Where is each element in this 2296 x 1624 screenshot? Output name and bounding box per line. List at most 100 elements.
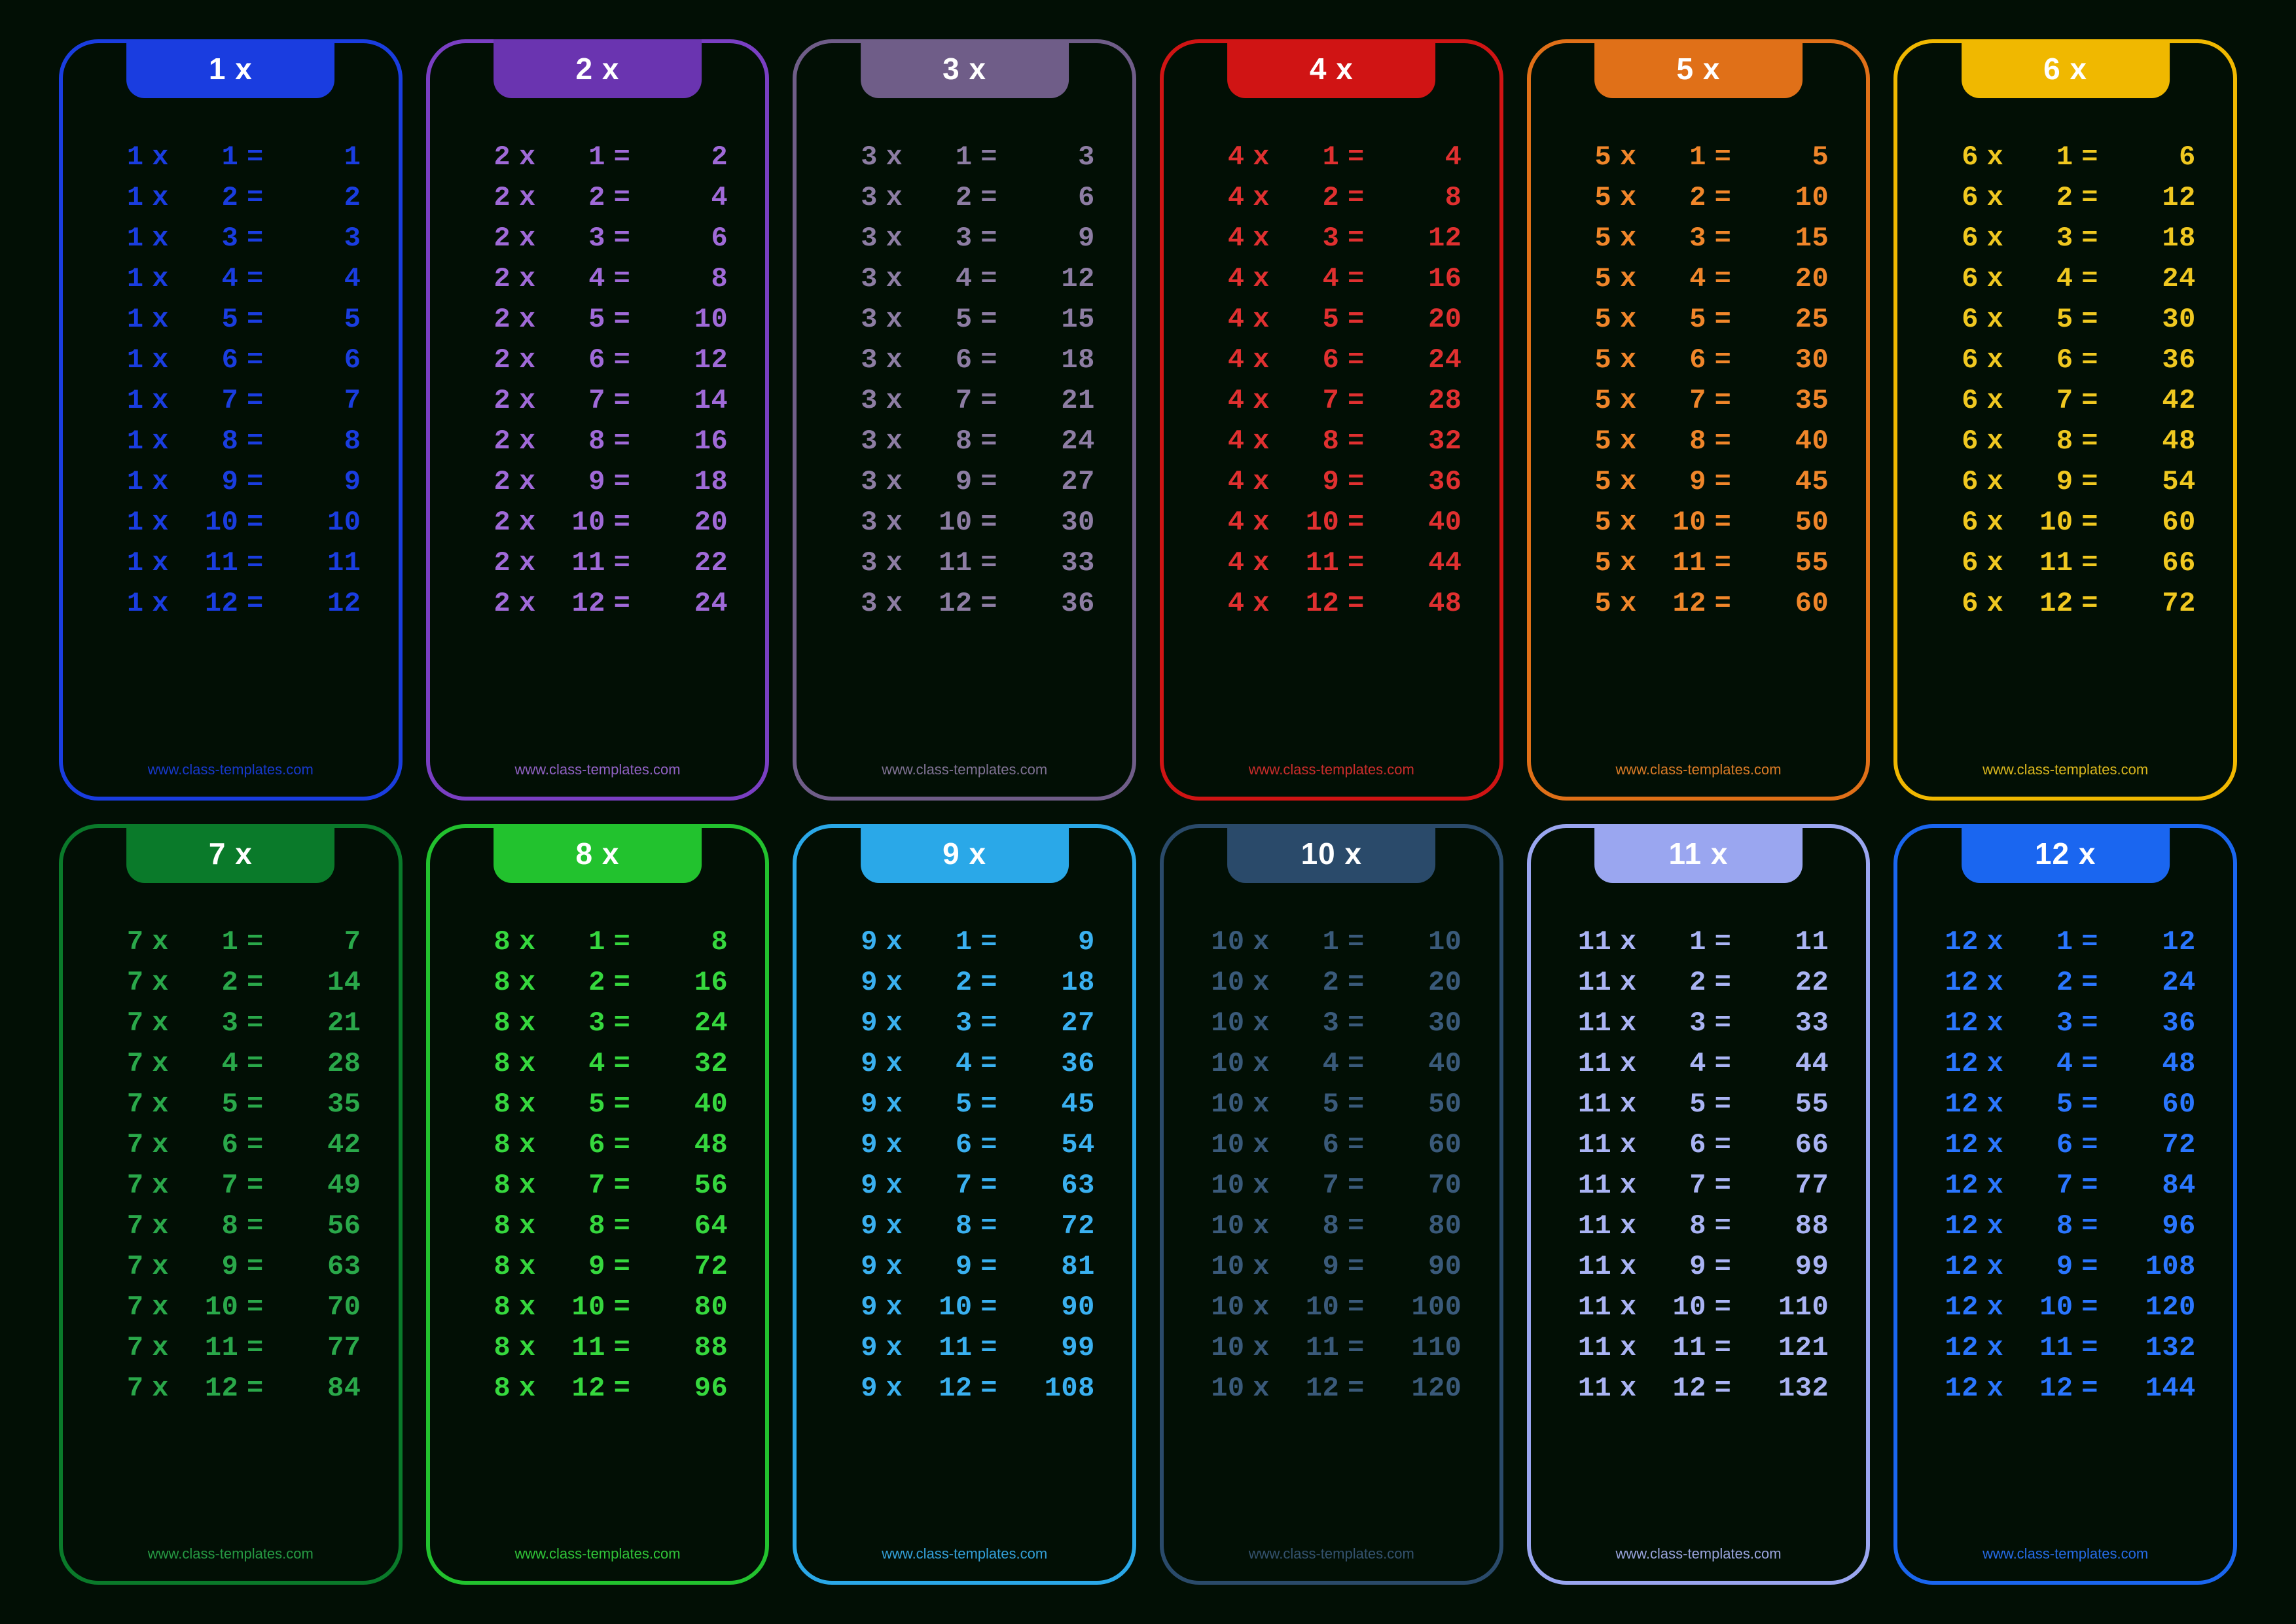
equals-symbol: = bbox=[605, 588, 639, 619]
source-url-label: www.class-templates.com bbox=[882, 1545, 1047, 1568]
multiplier: 7 bbox=[911, 1170, 973, 1201]
product: 4 bbox=[639, 182, 745, 213]
table-row: 12x10=120 bbox=[1917, 1291, 2214, 1323]
times-symbol: x bbox=[511, 547, 544, 579]
equals-symbol: = bbox=[2073, 344, 2107, 376]
multiplier: 10 bbox=[911, 507, 973, 538]
table-row: 3x2=6 bbox=[816, 182, 1113, 213]
product: 63 bbox=[1006, 1170, 1113, 1201]
equals-symbol: = bbox=[605, 141, 639, 173]
product: 48 bbox=[2107, 425, 2214, 457]
table-row: 3x9=27 bbox=[816, 466, 1113, 497]
equals-symbol: = bbox=[973, 182, 1006, 213]
times-symbol: x bbox=[1979, 1332, 2012, 1363]
equals-symbol: = bbox=[973, 141, 1006, 173]
equals-symbol: = bbox=[1339, 1048, 1372, 1079]
multiplicand: 2 bbox=[450, 141, 511, 173]
multiplicand: 12 bbox=[1917, 1332, 1979, 1363]
equals-symbol: = bbox=[1339, 385, 1372, 416]
product: 11 bbox=[1740, 926, 1846, 958]
multiplicand: 4 bbox=[1183, 304, 1245, 335]
multiplier: 11 bbox=[544, 547, 605, 579]
table-row: 3x4=12 bbox=[816, 263, 1113, 295]
product: 42 bbox=[272, 1129, 378, 1161]
product: 50 bbox=[1372, 1089, 1479, 1120]
multiplier: 4 bbox=[1278, 263, 1340, 295]
product: 4 bbox=[272, 263, 378, 295]
product: 33 bbox=[1740, 1007, 1846, 1039]
times-symbol: x bbox=[511, 263, 544, 295]
multiplier: 3 bbox=[911, 1007, 973, 1039]
multiplier: 12 bbox=[1278, 1373, 1340, 1404]
source-url-label: www.class-templates.com bbox=[882, 761, 1047, 784]
multiplicand: 1 bbox=[82, 182, 144, 213]
multiplicand: 7 bbox=[82, 1210, 144, 1242]
equals-symbol: = bbox=[2073, 1251, 2107, 1282]
multiplicand: 11 bbox=[1551, 1007, 1612, 1039]
times-symbol: x bbox=[1979, 141, 2012, 173]
product: 99 bbox=[1740, 1251, 1846, 1282]
table-row: 3x6=18 bbox=[816, 344, 1113, 376]
multiplier: 12 bbox=[1278, 588, 1340, 619]
table-row: 9x12=108 bbox=[816, 1373, 1113, 1404]
times-symbol: x bbox=[878, 1129, 911, 1161]
product: 28 bbox=[1372, 385, 1479, 416]
multiplier: 11 bbox=[1645, 1332, 1706, 1363]
times-symbol: x bbox=[144, 588, 177, 619]
table-row: 12x8=96 bbox=[1917, 1210, 2214, 1242]
times-symbol: x bbox=[1979, 547, 2012, 579]
equals-symbol: = bbox=[973, 1129, 1006, 1161]
table-row: 9x3=27 bbox=[816, 1007, 1113, 1039]
multiplier: 5 bbox=[177, 1089, 239, 1120]
multiplier: 6 bbox=[1278, 344, 1340, 376]
times-symbol: x bbox=[1611, 1251, 1645, 1282]
table-row: 12x5=60 bbox=[1917, 1089, 2214, 1120]
table-row: 9x9=81 bbox=[816, 1251, 1113, 1282]
multiplier: 10 bbox=[1278, 507, 1340, 538]
times-symbol: x bbox=[1979, 926, 2012, 958]
times-table-header-2: 2 x bbox=[493, 39, 702, 98]
product: 64 bbox=[639, 1210, 745, 1242]
multiplier: 10 bbox=[2012, 507, 2073, 538]
times-symbol: x bbox=[1611, 1332, 1645, 1363]
product: 24 bbox=[1372, 344, 1479, 376]
multiplier: 10 bbox=[1278, 1291, 1340, 1323]
multiplier: 4 bbox=[544, 1048, 605, 1079]
equals-symbol: = bbox=[973, 304, 1006, 335]
table-row: 3x11=33 bbox=[816, 547, 1113, 579]
table-row: 12x4=48 bbox=[1917, 1048, 2214, 1079]
equals-symbol: = bbox=[238, 425, 272, 457]
multiplicand: 11 bbox=[1551, 1048, 1612, 1079]
times-table-rows-1: 1x1=11x2=21x3=31x4=41x5=51x6=61x7=71x8=8… bbox=[82, 141, 379, 619]
table-row: 2x7=14 bbox=[450, 385, 746, 416]
times-symbol: x bbox=[144, 425, 177, 457]
multiplier: 12 bbox=[2012, 588, 2073, 619]
equals-symbol: = bbox=[1706, 588, 1740, 619]
multiplicand: 12 bbox=[1917, 967, 1979, 998]
multiplicand: 3 bbox=[816, 263, 878, 295]
multiplicand: 1 bbox=[82, 344, 144, 376]
equals-symbol: = bbox=[238, 1373, 272, 1404]
table-row: 2x3=6 bbox=[450, 223, 746, 254]
equals-symbol: = bbox=[238, 1048, 272, 1079]
multiplicand: 12 bbox=[1917, 926, 1979, 958]
table-row: 8x2=16 bbox=[450, 967, 746, 998]
table-row: 4x10=40 bbox=[1183, 507, 1480, 538]
multiplier: 6 bbox=[2012, 344, 2073, 376]
times-symbol: x bbox=[1979, 1170, 2012, 1201]
multiplicand: 2 bbox=[450, 425, 511, 457]
table-row: 2x1=2 bbox=[450, 141, 746, 173]
times-symbol: x bbox=[511, 1373, 544, 1404]
product: 40 bbox=[1372, 507, 1479, 538]
product: 6 bbox=[1006, 182, 1113, 213]
multiplicand: 11 bbox=[1551, 1251, 1612, 1282]
table-row: 12x12=144 bbox=[1917, 1373, 2214, 1404]
times-symbol: x bbox=[144, 1048, 177, 1079]
product: 44 bbox=[1740, 1048, 1846, 1079]
table-row: 7x6=42 bbox=[82, 1129, 379, 1161]
product: 66 bbox=[1740, 1129, 1846, 1161]
product: 60 bbox=[2107, 507, 2214, 538]
times-table-card-8: 8 x8x1=88x2=168x3=248x4=328x5=408x6=488x… bbox=[426, 824, 770, 1585]
multiplicand: 9 bbox=[816, 1291, 878, 1323]
times-symbol: x bbox=[511, 1210, 544, 1242]
